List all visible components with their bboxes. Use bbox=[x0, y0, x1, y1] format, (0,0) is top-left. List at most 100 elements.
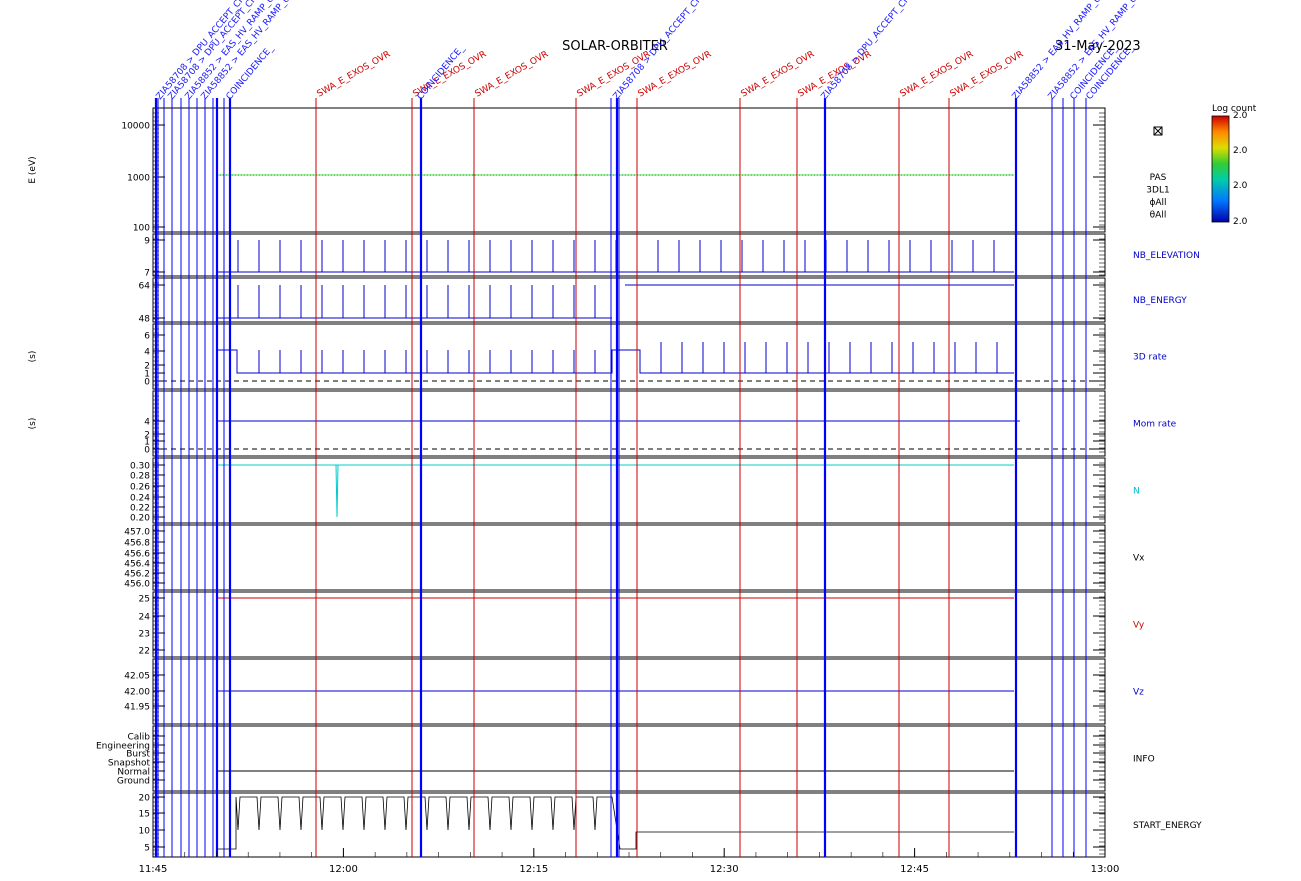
density-dip bbox=[335, 464, 339, 518]
start-energy-trace bbox=[217, 796, 1014, 850]
box-frame bbox=[1153, 126, 1163, 136]
y-tick-label: 9 bbox=[144, 237, 150, 247]
right-label: INFO bbox=[1133, 755, 1155, 765]
y-tick-label: 456.2 bbox=[124, 570, 150, 580]
y-tick-label: 0.26 bbox=[130, 483, 150, 493]
y-tick-label: 15 bbox=[139, 810, 150, 820]
y-tick-label: 64 bbox=[139, 282, 151, 292]
y-tick-label: 5 bbox=[144, 844, 150, 854]
colorbar-tick-label: 2.0 bbox=[1233, 217, 1248, 227]
y-tick-label: Calib bbox=[127, 733, 150, 743]
event-label-red: SWA_E_EXOS_OVR bbox=[316, 50, 393, 100]
event-labels-layer: SWA_E_EXOS_OVR SWA_E_EXOS_OVRSWA_E_EXOS_O… bbox=[155, 0, 1144, 102]
colorbar-tick-label: 2.0 bbox=[1233, 146, 1248, 156]
y-axis-label: (s) bbox=[28, 351, 38, 363]
panel-nb-energy: 64 48 NB_ENERGY bbox=[139, 277, 1187, 325]
y-tick-label: Burst bbox=[126, 750, 150, 760]
panel-frame bbox=[152, 323, 1106, 390]
y-tick-label: 7 bbox=[144, 269, 150, 279]
y-tick-label: 4 bbox=[144, 418, 150, 428]
y-tick-label: 42.05 bbox=[124, 672, 150, 682]
y-tick-label: 100 bbox=[133, 224, 150, 234]
y-tick-label: 456.6 bbox=[124, 550, 150, 560]
y-tick-label: 0 bbox=[144, 446, 150, 456]
y-tick-label: 1000 bbox=[127, 174, 150, 184]
y-tick-label: 456.4 bbox=[124, 560, 150, 570]
panel-frame bbox=[152, 792, 1106, 858]
colorbar-title: Log count bbox=[1212, 104, 1257, 114]
right-label: Vy bbox=[1133, 621, 1145, 631]
x-tick-label: 12:00 bbox=[329, 864, 358, 875]
spectrogram-box-icon bbox=[1153, 126, 1163, 136]
y-tick-label: 0 bbox=[144, 378, 150, 388]
panel-frame bbox=[152, 233, 1106, 277]
y-tick-label: 6 bbox=[144, 332, 150, 342]
panel-frame bbox=[152, 725, 1106, 792]
x-tick-label: 12:45 bbox=[900, 864, 929, 875]
y-tick-label: Engineering bbox=[96, 742, 150, 752]
right-label: N bbox=[1133, 487, 1140, 497]
y-tick-label: 42.00 bbox=[124, 688, 150, 698]
colorbar: 2.0 2.0 2.0 2.0 bbox=[1153, 111, 1248, 227]
panel-vy: 25 24 23 22 Vy bbox=[139, 591, 1145, 658]
y-tick-label: 0.24 bbox=[130, 494, 150, 504]
panel-frame bbox=[152, 390, 1106, 457]
y-tick-label: 10 bbox=[139, 827, 151, 837]
y-axis-label: (s) bbox=[28, 418, 38, 430]
panel-frame bbox=[152, 524, 1106, 591]
panel-frame bbox=[152, 457, 1106, 524]
panel-3d: 6 4 210 (s) 3D rate bbox=[28, 323, 1167, 390]
y-tick-label: Normal bbox=[117, 768, 150, 778]
y-tick-label: Snapshot bbox=[108, 759, 151, 769]
right-label: NB_ELEVATION bbox=[1133, 251, 1200, 261]
event-lines-layer bbox=[154, 98, 1087, 857]
rate-3d-trace bbox=[217, 349, 1014, 374]
colorbar-ramp bbox=[1211, 115, 1230, 223]
y-tick-label: 4 bbox=[144, 348, 150, 358]
event-label-blue: ZIA58708 > DPU_ACCEPT_CMD bbox=[820, 0, 918, 102]
panel-pas: 10000 1000 100 E (eV) PAS 3DL1 ϕAll θAll bbox=[28, 107, 1170, 234]
y-tick-label: 456.8 bbox=[124, 539, 150, 549]
y-tick-label: 1 bbox=[144, 438, 150, 448]
data-traces bbox=[216, 174, 1020, 850]
x-tick-label: 12:30 bbox=[710, 864, 739, 875]
right-label: START_ENERGY bbox=[1133, 821, 1202, 831]
y-tick-label: 0.22 bbox=[130, 504, 150, 514]
panel-mom: 4 210 (s) Mom rate bbox=[28, 390, 1177, 457]
right-label: θAll bbox=[1150, 211, 1167, 221]
colorbar-tick-label: 2.0 bbox=[1233, 181, 1248, 191]
y-tick-label: 0.28 bbox=[130, 472, 150, 482]
panel-start-energy: 20 15 10 5 START_ENERGY bbox=[139, 792, 1202, 858]
y-axis-label: E (eV) bbox=[28, 156, 38, 183]
panel-n: 0.300.280.260.240.220.20 N bbox=[130, 457, 1140, 524]
right-label: Vx bbox=[1133, 554, 1145, 564]
right-label: ϕAll bbox=[1149, 198, 1166, 208]
plot-title: SOLAR-ORBITER bbox=[562, 39, 668, 54]
y-tick-label: 10000 bbox=[121, 122, 150, 132]
panel-frame bbox=[152, 277, 1106, 323]
y-tick-label: 24 bbox=[139, 613, 151, 623]
y-tick-label: 25 bbox=[139, 595, 150, 605]
y-tick-label: Ground bbox=[117, 777, 150, 787]
right-label: NB_ENERGY bbox=[1133, 296, 1187, 306]
y-tick-label: 2 bbox=[144, 431, 150, 441]
panel-frame bbox=[152, 591, 1106, 658]
x-tick-label: 12:15 bbox=[519, 864, 548, 875]
right-label: Mom rate bbox=[1133, 420, 1177, 430]
y-tick-label: 0.20 bbox=[130, 514, 150, 524]
y-tick-label: 1 bbox=[144, 370, 150, 380]
y-tick-label: 22 bbox=[139, 647, 150, 657]
plot-date: 31-May-2023 bbox=[1055, 39, 1141, 54]
panel-frame bbox=[152, 107, 1106, 233]
right-label: Vz bbox=[1133, 688, 1144, 698]
right-label: 3DL1 bbox=[1146, 186, 1169, 196]
y-tick-label: 456.0 bbox=[124, 580, 150, 590]
y-tick-label: 48 bbox=[139, 315, 151, 325]
x-axis: 11:45 12:00 12:15 12:30 12:45 13:00 bbox=[139, 848, 1119, 875]
x-tick-label: 11:45 bbox=[139, 864, 168, 875]
box-diag bbox=[1153, 126, 1163, 136]
